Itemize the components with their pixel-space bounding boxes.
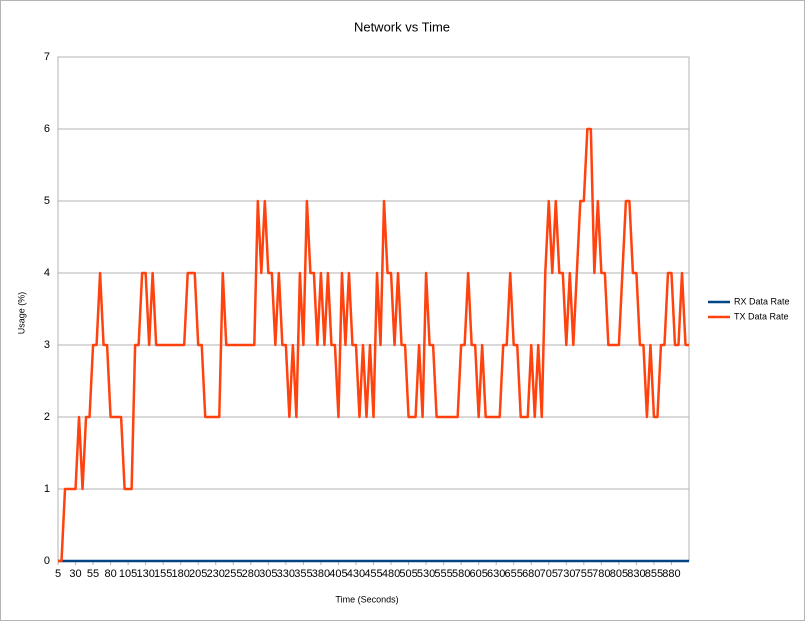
x-tick-label: 30 xyxy=(69,568,81,580)
x-tick-label: 855 xyxy=(645,568,663,580)
x-tick-label: 180 xyxy=(172,568,190,580)
x-tick-label: 55 xyxy=(87,568,99,580)
x-tick-label: 255 xyxy=(224,568,242,580)
x-tick-label: 155 xyxy=(154,568,172,580)
x-tick-label: 305 xyxy=(259,568,277,580)
x-tick-label: 530 xyxy=(417,568,435,580)
x-tick-label: 330 xyxy=(277,568,295,580)
y-tick-label: 6 xyxy=(44,123,50,135)
y-tick-label: 7 xyxy=(44,51,50,63)
y-tick-label: 5 xyxy=(44,195,50,207)
x-tick-label: 130 xyxy=(136,568,154,580)
data-line xyxy=(58,127,689,563)
y-tick-label: 0 xyxy=(44,555,50,567)
x-tick-label: 230 xyxy=(207,568,225,580)
y-tick-label: 4 xyxy=(44,267,50,279)
x-tick-label: 205 xyxy=(189,568,207,580)
x-tick-label: 805 xyxy=(610,568,628,580)
x-tick-label: 705 xyxy=(540,568,558,580)
x-tick-label: 655 xyxy=(505,568,523,580)
x-tick-label: 830 xyxy=(627,568,645,580)
y-axis-label: Usage (%) xyxy=(16,292,26,335)
x-tick-label: 480 xyxy=(382,568,400,580)
x-tick-label: 755 xyxy=(575,568,593,580)
y-tick-label: 3 xyxy=(44,339,50,351)
x-tick-label: 405 xyxy=(329,568,347,580)
y-tick-label: 2 xyxy=(44,411,50,423)
x-tick-label: 630 xyxy=(487,568,505,580)
x-tick-label: 5 xyxy=(55,568,61,580)
legend-label: RX Data Rate xyxy=(734,296,790,306)
legend-label: TX Data Rate xyxy=(734,311,789,321)
x-tick-label: 505 xyxy=(399,568,417,580)
x-axis-label: Time (Seconds) xyxy=(335,594,398,604)
x-tick-label: 355 xyxy=(294,568,312,580)
chart-title: Network vs Time xyxy=(354,19,450,34)
x-tick-label: 430 xyxy=(347,568,365,580)
x-tick-label: 105 xyxy=(119,568,137,580)
x-tick-label: 680 xyxy=(522,568,540,580)
x-tick-label: 80 xyxy=(104,568,116,580)
x-tick-label: 730 xyxy=(557,568,575,580)
x-tick-label: 580 xyxy=(452,568,470,580)
x-tick-label: 880 xyxy=(662,568,680,580)
x-tick-label: 455 xyxy=(364,568,382,580)
x-tick-label: 380 xyxy=(312,568,330,580)
x-tick-label: 555 xyxy=(434,568,452,580)
y-tick-label: 1 xyxy=(44,483,50,495)
x-tick-label: 605 xyxy=(469,568,487,580)
x-tick-label: 280 xyxy=(242,568,260,580)
x-tick-label: 780 xyxy=(592,568,610,580)
